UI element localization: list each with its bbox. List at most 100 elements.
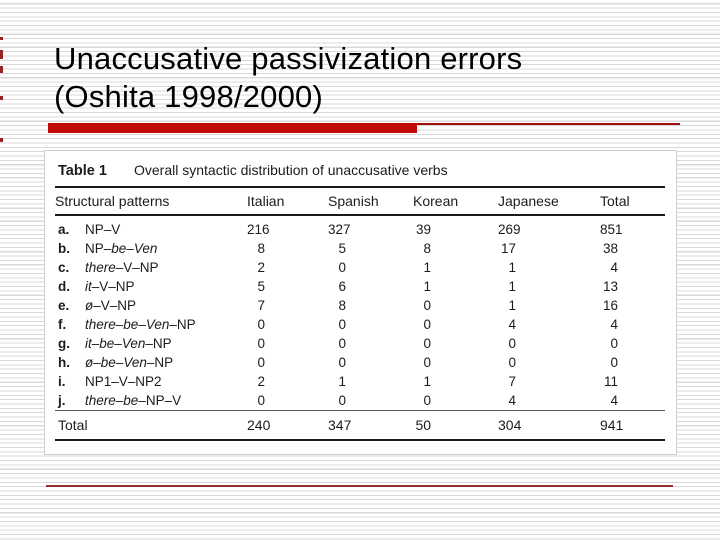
table-row: c. there–V–NP 2 0 1 1 4 bbox=[55, 258, 665, 277]
cell-value: 4 bbox=[610, 393, 619, 408]
row-letter: c. bbox=[58, 260, 70, 275]
column-header: Italian bbox=[247, 187, 329, 216]
table-caption-line: Table 1 Overall syntactic distribution of… bbox=[55, 162, 665, 186]
row-pattern: ø–V–NP bbox=[85, 298, 137, 313]
row-pattern: NP–V bbox=[85, 222, 121, 237]
table-row: d. it–V–NP 5 6 1 1 13 bbox=[55, 277, 665, 296]
cell-value: 4 bbox=[610, 317, 619, 332]
table-row: g. it–be–Ven–NP 0 0 0 0 0 bbox=[55, 334, 665, 353]
cell-value: 1 bbox=[423, 279, 432, 294]
total-value: 347 bbox=[328, 410, 414, 441]
slide-title-line1: Unaccusative passivization errors bbox=[54, 41, 523, 76]
column-header: Structural patterns bbox=[55, 187, 248, 216]
column-header: Japanese bbox=[498, 187, 601, 216]
table-row: i. NP1–V–NP2 2 1 1 7 11 bbox=[55, 372, 665, 391]
cell-value: 0 bbox=[610, 336, 619, 351]
total-value: 50 bbox=[413, 410, 499, 441]
row-pattern: there–be–Ven–NP bbox=[85, 317, 196, 332]
table-row: b. NP–be–Ven 8 5 8 17 38 bbox=[55, 239, 665, 258]
cell-value: 0 bbox=[423, 393, 432, 408]
cell-value: 0 bbox=[423, 355, 432, 370]
cell-value: 7 bbox=[257, 298, 266, 313]
title-underline-bar bbox=[48, 123, 417, 133]
cell-value: 0 bbox=[257, 317, 266, 332]
total-label: Total bbox=[55, 410, 248, 441]
row-letter: b. bbox=[58, 241, 70, 256]
row-letter: i. bbox=[58, 374, 66, 389]
cell-value: 4 bbox=[508, 317, 517, 332]
total-value: 304 bbox=[498, 410, 601, 441]
left-edge-accent bbox=[0, 66, 3, 73]
total-row: Total 240 347 50 304 941 bbox=[55, 410, 666, 441]
cell-value: 269 bbox=[498, 222, 521, 237]
total-value: 941 bbox=[600, 410, 666, 441]
row-letter: j. bbox=[58, 393, 66, 408]
cell-value: 0 bbox=[257, 393, 266, 408]
cell-value: 0 bbox=[423, 336, 432, 351]
cell-value: 0 bbox=[338, 260, 347, 275]
total-value: 240 bbox=[247, 410, 329, 441]
slide-title: Unaccusative passivization errors (Oshit… bbox=[54, 40, 694, 116]
row-pattern: it–be–Ven–NP bbox=[85, 336, 172, 351]
cell-value: 4 bbox=[508, 393, 517, 408]
cell-value: 11 bbox=[604, 374, 619, 389]
cell-value: 0 bbox=[610, 355, 619, 370]
table-row: f. there–be–Ven–NP 0 0 0 4 4 bbox=[55, 315, 665, 334]
row-letter: f. bbox=[58, 317, 67, 332]
cell-value: 2 bbox=[257, 260, 266, 275]
table-scan: Table 1 Overall syntactic distribution of… bbox=[55, 162, 666, 441]
cell-value: 0 bbox=[423, 298, 432, 313]
row-pattern: NP–be–Ven bbox=[85, 241, 158, 256]
column-header: Total bbox=[600, 187, 666, 216]
cell-value: 13 bbox=[602, 279, 619, 294]
cell-value: 5 bbox=[338, 241, 347, 256]
left-edge-accent bbox=[0, 50, 3, 59]
cell-value: 38 bbox=[602, 241, 619, 256]
cell-value: 17 bbox=[500, 241, 517, 256]
title-underline-thin-line bbox=[417, 123, 680, 125]
row-letter: e. bbox=[58, 298, 70, 313]
left-edge-accent bbox=[0, 96, 3, 100]
cell-value: 0 bbox=[508, 336, 517, 351]
row-pattern: it–V–NP bbox=[85, 279, 135, 294]
cell-value: 1 bbox=[423, 260, 432, 275]
cell-value: 0 bbox=[257, 355, 266, 370]
table-row: h. ø–be–Ven–NP 0 0 0 0 0 bbox=[55, 353, 665, 372]
cell-value: 8 bbox=[257, 241, 266, 256]
row-pattern: there–be–NP–V bbox=[85, 393, 182, 408]
table-header-row: Structural patterns Italian Spanish Korean J… bbox=[55, 187, 666, 216]
row-letter: g. bbox=[58, 336, 70, 351]
row-pattern: ø–be–Ven–NP bbox=[85, 355, 174, 370]
cell-value: 1 bbox=[508, 260, 517, 275]
slide-title-line2: (Oshita 1998/2000) bbox=[54, 79, 323, 114]
cell-value: 8 bbox=[423, 241, 432, 256]
row-letter: d. bbox=[58, 279, 70, 294]
cell-value: 16 bbox=[602, 298, 619, 313]
cell-value: 6 bbox=[338, 279, 347, 294]
row-pattern: there–V–NP bbox=[85, 260, 159, 275]
left-edge-accent bbox=[0, 138, 3, 142]
table-label: Table 1 bbox=[58, 163, 107, 179]
cell-value: 0 bbox=[338, 336, 347, 351]
table-row: a. NP–V 216 327 39 269 851 bbox=[55, 215, 665, 239]
cell-value: 327 bbox=[328, 222, 351, 237]
cell-value: 0 bbox=[508, 355, 517, 370]
table-caption: Overall syntactic distribution of unaccu… bbox=[134, 162, 448, 178]
cell-value: 216 bbox=[247, 222, 270, 237]
left-edge-accent bbox=[0, 37, 3, 40]
cell-value: 7 bbox=[508, 374, 517, 389]
distribution-table: Structural patterns Italian Spanish Korean J… bbox=[55, 186, 666, 441]
row-pattern: NP1–V–NP2 bbox=[85, 374, 162, 389]
cell-value: 2 bbox=[257, 374, 266, 389]
cell-value: 4 bbox=[610, 260, 619, 275]
cell-value: 851 bbox=[600, 222, 623, 237]
cell-value: 5 bbox=[257, 279, 266, 294]
column-header: Spanish bbox=[328, 187, 414, 216]
table-row: e. ø–V–NP 7 8 0 1 16 bbox=[55, 296, 665, 315]
cell-value: 1 bbox=[423, 374, 432, 389]
cell-value: 0 bbox=[423, 317, 432, 332]
row-letter: a. bbox=[58, 222, 70, 237]
cell-value: 0 bbox=[257, 336, 266, 351]
footer-divider-line bbox=[46, 485, 673, 487]
